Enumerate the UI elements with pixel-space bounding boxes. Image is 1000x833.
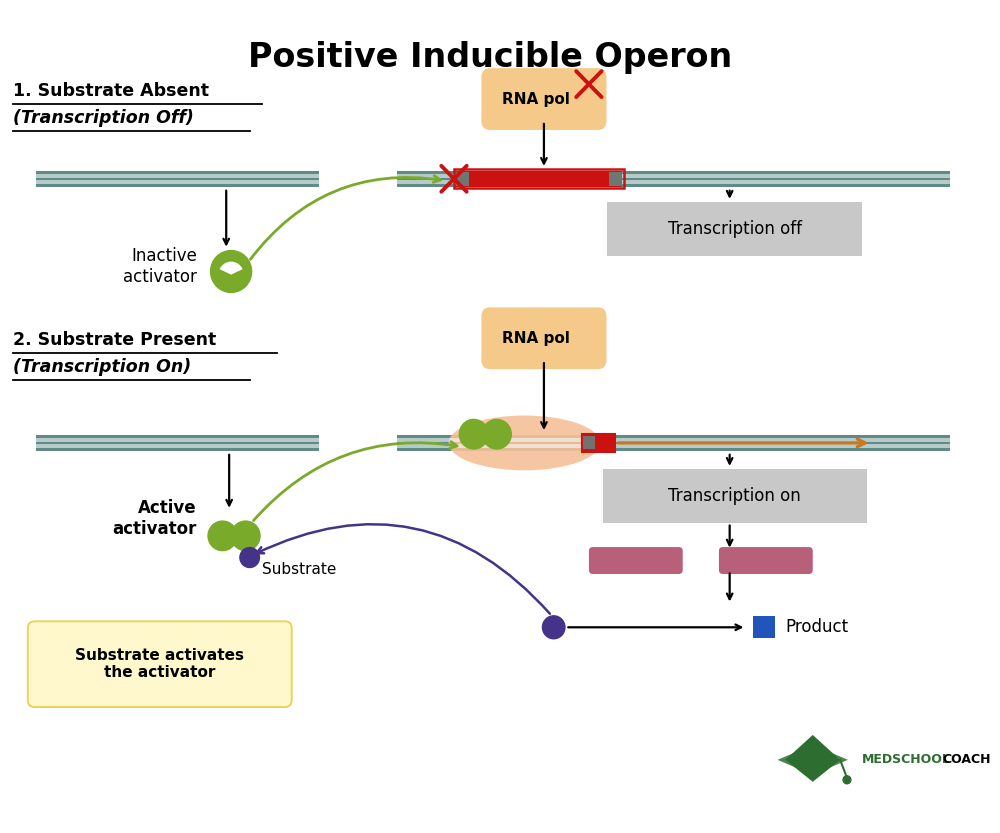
Circle shape — [240, 547, 259, 567]
FancyBboxPatch shape — [397, 174, 456, 178]
Circle shape — [231, 521, 260, 551]
Text: COACH: COACH — [943, 753, 991, 766]
FancyBboxPatch shape — [36, 435, 319, 451]
Text: Inactive
activator: Inactive activator — [123, 247, 197, 286]
Circle shape — [459, 420, 488, 449]
Circle shape — [208, 521, 237, 551]
Text: Active
activator: Active activator — [113, 499, 197, 538]
Polygon shape — [785, 735, 840, 782]
Text: Substrate activates
the activator: Substrate activates the activator — [75, 648, 244, 681]
FancyBboxPatch shape — [397, 171, 456, 187]
FancyBboxPatch shape — [36, 174, 319, 178]
Text: Product: Product — [785, 618, 849, 636]
Circle shape — [211, 251, 252, 292]
FancyBboxPatch shape — [36, 171, 319, 187]
FancyBboxPatch shape — [622, 180, 950, 184]
Text: 1. Substrate Absent: 1. Substrate Absent — [13, 82, 209, 100]
Text: RNA pol: RNA pol — [502, 92, 570, 107]
FancyBboxPatch shape — [456, 171, 622, 187]
FancyBboxPatch shape — [719, 547, 813, 574]
FancyBboxPatch shape — [397, 435, 950, 451]
Text: Positive Inducible Operon: Positive Inducible Operon — [248, 42, 732, 74]
FancyBboxPatch shape — [456, 172, 469, 186]
Polygon shape — [778, 745, 848, 775]
Circle shape — [542, 616, 565, 639]
Text: (Transcription Off): (Transcription Off) — [13, 109, 194, 127]
Wedge shape — [220, 262, 243, 275]
FancyBboxPatch shape — [583, 435, 614, 451]
FancyBboxPatch shape — [622, 171, 950, 187]
FancyBboxPatch shape — [583, 436, 595, 449]
Text: MEDSCHOOL: MEDSCHOOL — [862, 753, 951, 766]
Text: RNA pol: RNA pol — [502, 331, 570, 346]
FancyBboxPatch shape — [397, 180, 456, 184]
FancyBboxPatch shape — [589, 547, 683, 574]
FancyBboxPatch shape — [397, 438, 950, 442]
FancyBboxPatch shape — [36, 180, 319, 184]
Text: (Transcription On): (Transcription On) — [13, 358, 191, 377]
FancyBboxPatch shape — [36, 444, 319, 448]
Text: Transcription off: Transcription off — [668, 220, 802, 237]
FancyBboxPatch shape — [36, 438, 319, 442]
FancyBboxPatch shape — [28, 621, 292, 707]
FancyBboxPatch shape — [223, 532, 246, 542]
FancyBboxPatch shape — [481, 68, 606, 130]
Text: Substrate: Substrate — [262, 561, 337, 576]
FancyBboxPatch shape — [609, 172, 622, 186]
Text: Transcription on: Transcription on — [668, 486, 801, 505]
FancyBboxPatch shape — [622, 174, 950, 178]
FancyBboxPatch shape — [481, 307, 606, 369]
Circle shape — [482, 420, 511, 449]
FancyBboxPatch shape — [474, 431, 497, 441]
FancyBboxPatch shape — [607, 202, 862, 256]
FancyBboxPatch shape — [603, 469, 867, 522]
Ellipse shape — [449, 416, 600, 471]
FancyBboxPatch shape — [397, 444, 950, 448]
Text: 2. Substrate Present: 2. Substrate Present — [13, 332, 216, 349]
Circle shape — [843, 776, 851, 784]
